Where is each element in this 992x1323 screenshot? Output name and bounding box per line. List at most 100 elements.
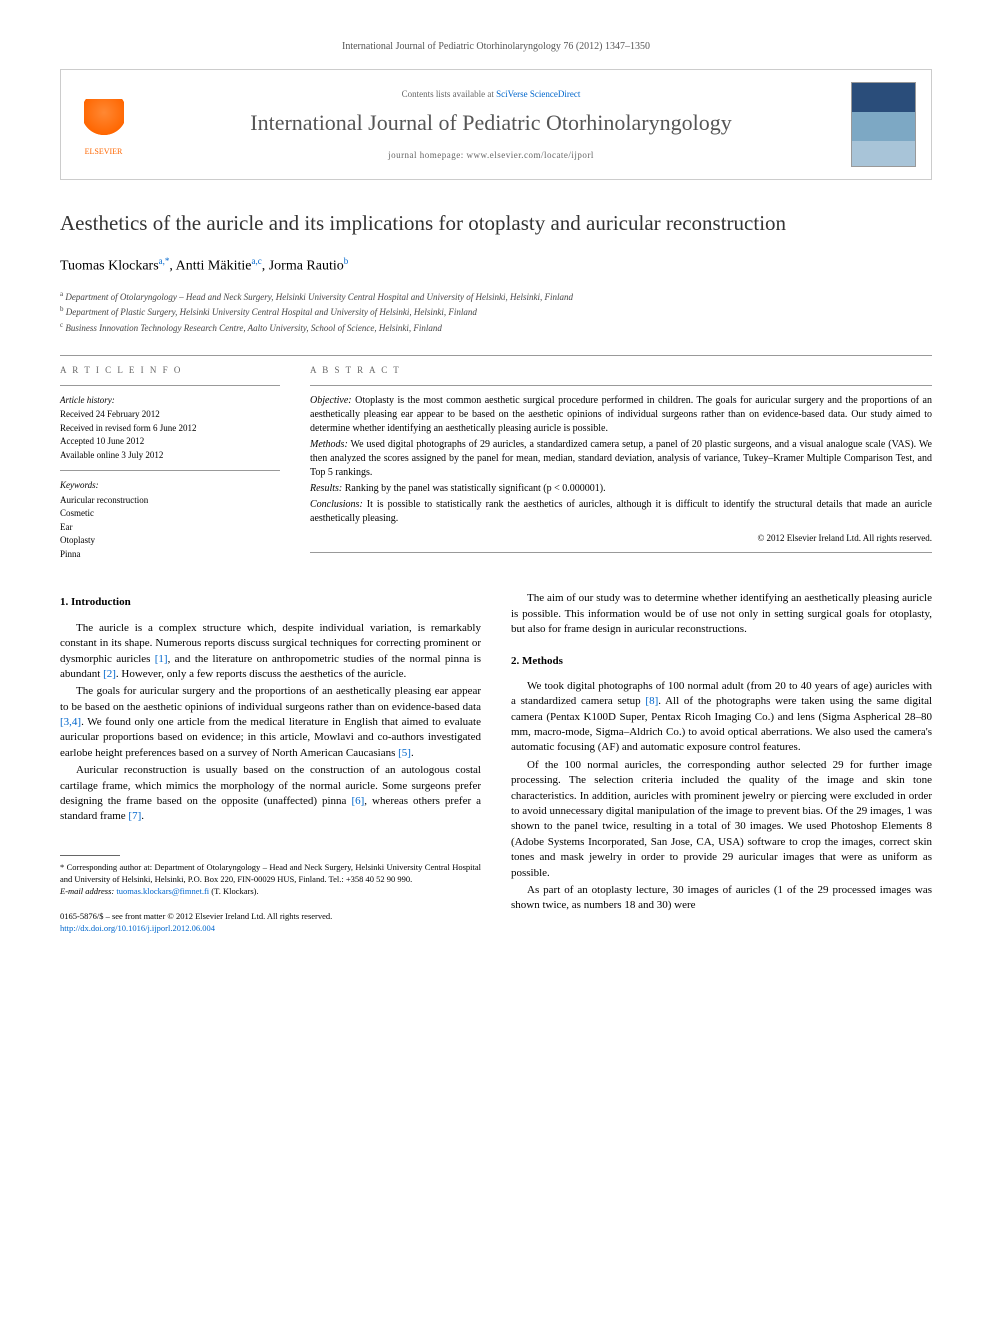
- right-column: The aim of our study was to determine wh…: [511, 591, 932, 935]
- footnote-separator: [60, 855, 120, 856]
- journal-name: International Journal of Pediatric Otorh…: [146, 108, 836, 139]
- paragraph: We took digital photographs of 100 norma…: [511, 679, 932, 756]
- author-sup: a,*: [159, 256, 170, 266]
- abs-label: Objective:: [310, 395, 352, 406]
- copyright: © 2012 Elsevier Ireland Ltd. All rights …: [310, 532, 932, 545]
- info-abstract-row: A R T I C L E I N F O Article history: R…: [60, 364, 932, 561]
- homepage-url[interactable]: www.elsevier.com/locate/ijporl: [467, 150, 594, 160]
- abstract-heading: A B S T R A C T: [310, 364, 932, 377]
- journal-header: ELSEVIER Contents lists available at Sci…: [60, 69, 932, 180]
- bottom-info: 0165-5876/$ – see front matter © 2012 El…: [60, 911, 481, 935]
- abstract-results: Results: Ranking by the panel was statis…: [310, 482, 932, 496]
- keyword: Ear: [60, 521, 280, 535]
- divider: [310, 385, 932, 386]
- affil-sup: c: [60, 321, 63, 329]
- keyword: Pinna: [60, 548, 280, 562]
- history-item: Available online 3 July 2012: [60, 449, 280, 463]
- p-text: . However, only a few reports discuss th…: [116, 668, 406, 680]
- affiliations: a Department of Otolaryngology – Head an…: [60, 289, 932, 336]
- paragraph: Of the 100 normal auricles, the correspo…: [511, 758, 932, 881]
- p-text: .: [411, 747, 414, 759]
- issn-line: 0165-5876/$ – see front matter © 2012 El…: [60, 911, 481, 923]
- author: Tuomas Klockars: [60, 259, 159, 274]
- abs-text: Otoplasty is the most common aesthetic s…: [310, 395, 932, 434]
- body-columns: 1. Introduction The auricle is a complex…: [60, 591, 932, 935]
- affil-sup: b: [60, 305, 64, 313]
- p-text: .: [141, 810, 144, 822]
- homepage-line: journal homepage: www.elsevier.com/locat…: [146, 149, 836, 162]
- paragraph: As part of an otoplasty lecture, 30 imag…: [511, 883, 932, 914]
- keyword: Cosmetic: [60, 507, 280, 521]
- history-item: Received in revised form 6 June 2012: [60, 422, 280, 436]
- history-item: Accepted 10 June 2012: [60, 435, 280, 449]
- header-center: Contents lists available at SciVerse Sci…: [146, 88, 836, 162]
- elsevier-logo: ELSEVIER: [76, 92, 131, 157]
- ref-link[interactable]: [8]: [645, 695, 658, 707]
- affiliation: a Department of Otolaryngology – Head an…: [60, 289, 932, 305]
- author-sup: a,c: [251, 256, 261, 266]
- affil-text: Department of Otolaryngology – Head and …: [65, 292, 573, 302]
- abs-label: Results:: [310, 483, 342, 494]
- author: Antti Mäkitie: [176, 259, 252, 274]
- article-info: A R T I C L E I N F O Article history: R…: [60, 364, 280, 561]
- journal-reference: International Journal of Pediatric Otorh…: [60, 40, 932, 54]
- history-list: Received 24 February 2012 Received in re…: [60, 408, 280, 462]
- paragraph: The goals for auricular surgery and the …: [60, 684, 481, 761]
- affiliation: b Department of Plastic Surgery, Helsink…: [60, 304, 932, 320]
- divider: [60, 355, 932, 356]
- abs-text: It is possible to statistically rank the…: [310, 499, 932, 524]
- ref-link[interactable]: [2]: [103, 668, 116, 680]
- elsevier-tree-icon: [84, 99, 124, 144]
- contents-prefix: Contents lists available at: [402, 89, 496, 99]
- affil-sup: a: [60, 290, 63, 298]
- divider: [60, 470, 280, 471]
- ref-link[interactable]: [7]: [128, 810, 141, 822]
- history-label: Article history:: [60, 394, 280, 407]
- abs-text: Ranking by the panel was statistically s…: [342, 483, 605, 494]
- left-column: 1. Introduction The auricle is a complex…: [60, 591, 481, 935]
- keyword: Otoplasty: [60, 534, 280, 548]
- divider: [310, 552, 932, 553]
- paragraph: The aim of our study was to determine wh…: [511, 591, 932, 637]
- section-heading: 1. Introduction: [60, 595, 481, 610]
- abstract-objective: Objective: Otoplasty is the most common …: [310, 394, 932, 436]
- corresponding-author-footnote: * Corresponding author at: Department of…: [60, 862, 481, 898]
- abstract: A B S T R A C T Objective: Otoplasty is …: [310, 364, 932, 561]
- history-item: Received 24 February 2012: [60, 408, 280, 422]
- doi-link[interactable]: http://dx.doi.org/10.1016/j.ijporl.2012.…: [60, 923, 215, 933]
- keyword: Auricular reconstruction: [60, 494, 280, 508]
- divider: [60, 385, 280, 386]
- journal-cover-thumbnail: [851, 82, 916, 167]
- keywords-list: Auricular reconstruction Cosmetic Ear Ot…: [60, 494, 280, 562]
- ref-link[interactable]: [5]: [398, 747, 411, 759]
- paragraph: The auricle is a complex structure which…: [60, 621, 481, 683]
- p-text: The goals for auricular surgery and the …: [60, 685, 481, 712]
- author: Jorma Rautio: [269, 259, 344, 274]
- p-text: . We found only one article from the med…: [60, 716, 481, 759]
- footnote-text: * Corresponding author at: Department of…: [60, 862, 481, 886]
- paragraph: Auricular reconstruction is usually base…: [60, 763, 481, 825]
- contents-line: Contents lists available at SciVerse Sci…: [146, 88, 836, 101]
- affil-text: Department of Plastic Surgery, Helsinki …: [66, 307, 477, 317]
- section-heading: 2. Methods: [511, 654, 932, 669]
- email-link[interactable]: tuomas.klockars@fimnet.fi: [116, 886, 209, 896]
- email-suffix: (T. Klockars).: [209, 886, 258, 896]
- authors-list: Tuomas Klockarsa,*, Antti Mäkitiea,c, Jo…: [60, 255, 932, 276]
- affiliation: c Business Innovation Technology Researc…: [60, 320, 932, 336]
- keywords-label: Keywords:: [60, 479, 280, 492]
- abs-label: Conclusions:: [310, 499, 363, 510]
- abs-label: Methods:: [310, 439, 348, 450]
- ref-link[interactable]: [1]: [155, 653, 168, 665]
- ref-link[interactable]: [3,4]: [60, 716, 81, 728]
- homepage-prefix: journal homepage:: [388, 150, 466, 160]
- email-label: E-mail address:: [60, 886, 116, 896]
- abstract-methods: Methods: We used digital photographs of …: [310, 438, 932, 480]
- footnote-email: E-mail address: tuomas.klockars@fimnet.f…: [60, 886, 481, 898]
- sciencedirect-link[interactable]: SciVerse ScienceDirect: [496, 89, 580, 99]
- article-title: Aesthetics of the auricle and its implic…: [60, 210, 932, 237]
- affil-text: Business Innovation Technology Research …: [65, 323, 442, 333]
- article-info-heading: A R T I C L E I N F O: [60, 364, 280, 377]
- ref-link[interactable]: [6]: [351, 795, 364, 807]
- publisher-name: ELSEVIER: [85, 146, 123, 157]
- abs-text: We used digital photographs of 29 auricl…: [310, 439, 932, 478]
